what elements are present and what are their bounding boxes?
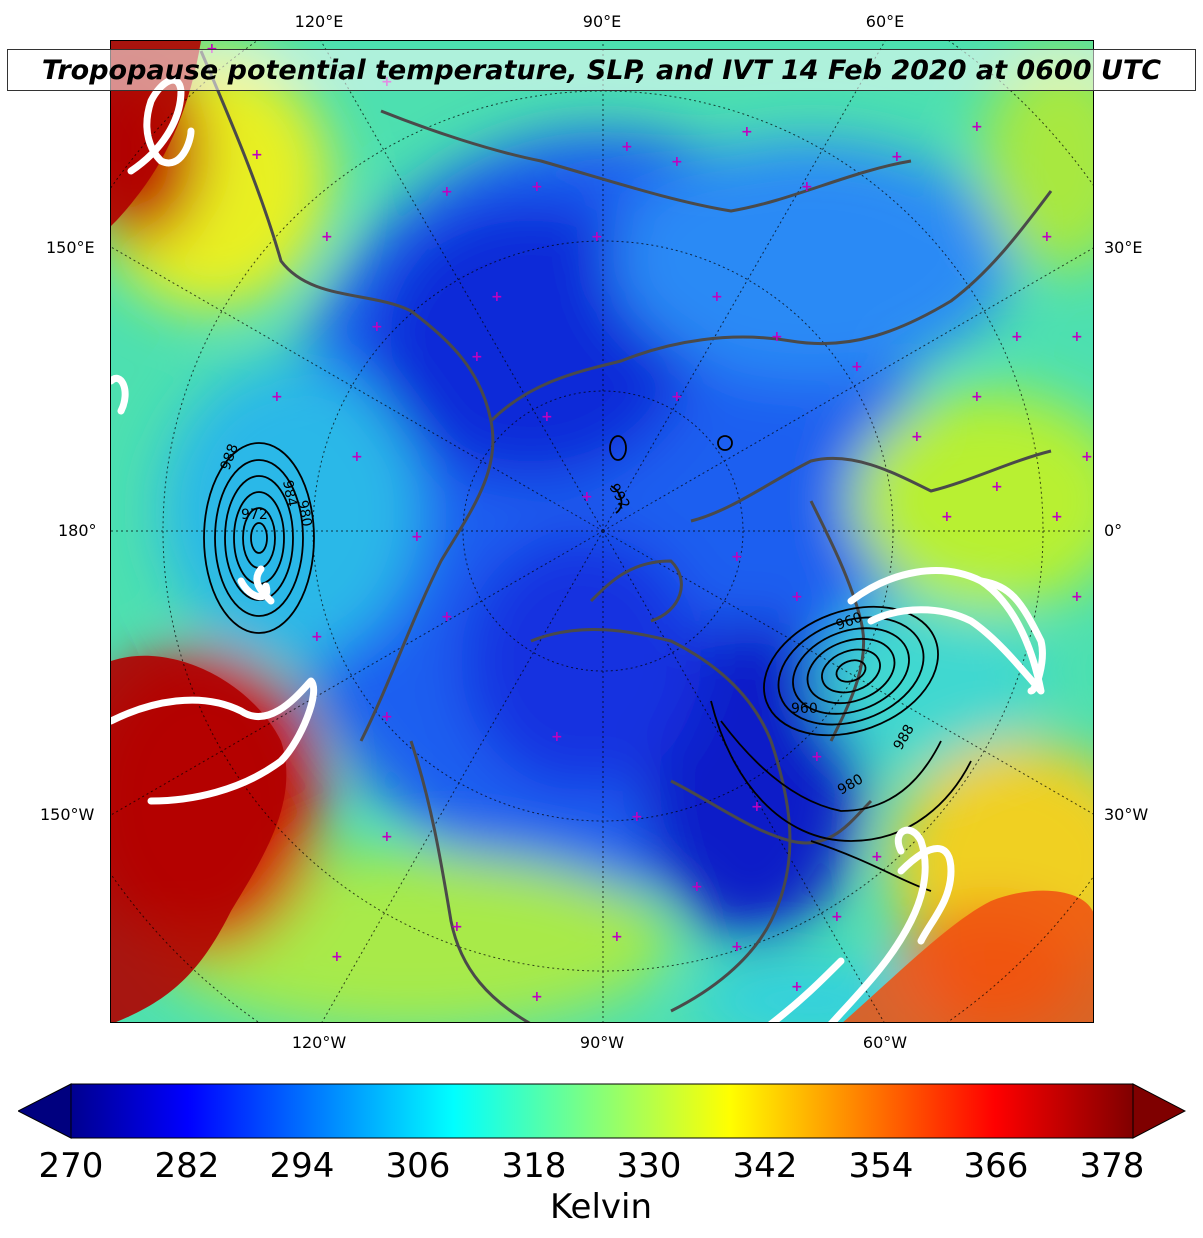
svg-text:+: + [731,939,743,955]
svg-text:+: + [441,184,453,200]
svg-text:+: + [451,919,463,935]
svg-text:+: + [791,979,803,995]
slp-label: 980 [294,499,314,528]
warm-theta-region-pacific [111,655,287,1022]
colorbar-tick: 366 [963,1146,1029,1186]
svg-text:+: + [971,119,983,135]
svg-text:+: + [381,829,393,845]
svg-text:+: + [671,154,683,170]
svg-text:+: + [251,147,263,163]
svg-text:+: + [831,909,843,925]
colorbar-tick: 354 [848,1146,914,1186]
svg-text:+: + [1041,229,1053,245]
svg-text:+: + [811,749,823,765]
colorbar-tick: 330 [616,1146,682,1186]
svg-text:+: + [591,229,603,245]
side-label-right-30w: 30°W [1104,805,1149,824]
coastlines [199,50,1053,1022]
polar-map: + ++ + ++ + ++ + ++ + ++ + ++ + ++ + ++ + ++ + ++ … [111,41,1093,1022]
svg-text:+: + [691,879,703,895]
svg-text:+: + [531,989,543,1005]
svg-text:+: + [621,139,633,155]
lon-label-bottom-90w: 90°W [579,1033,625,1052]
colorbar-tick: 342 [732,1146,798,1186]
station-markers: + ++ + ++ + ++ + ++ + ++ + ++ + ++ + ++ + ++ + ++ … [206,41,1093,1005]
graticule [111,41,1093,1022]
svg-text:+: + [991,479,1003,495]
colorbar-tick: 282 [154,1146,220,1186]
svg-text:+: + [751,799,763,815]
svg-text:+: + [771,329,783,345]
svg-text:+: + [731,549,743,565]
svg-text:+: + [1071,329,1083,345]
colorbar-tick: 318 [501,1146,567,1186]
svg-text:+: + [791,589,803,605]
svg-text:+: + [321,229,333,245]
svg-text:+: + [1051,509,1063,525]
lon-label-top-90e: 90°E [582,12,622,31]
lon-label-bottom-120w: 120°W [291,1033,347,1052]
svg-text:+: + [911,429,923,445]
colorbar [18,1083,1186,1139]
colorbar-unit-label: Kelvin [549,1187,653,1227]
svg-text:+: + [891,149,903,165]
side-label-right-0: 0° [1104,521,1123,540]
svg-text:+: + [311,629,323,645]
slp-contours-arctic [609,435,733,514]
svg-text:+: + [351,449,363,465]
svg-text:+: + [271,389,283,405]
svg-text:+: + [971,389,983,405]
svg-text:+: + [371,319,383,335]
svg-text:+: + [851,359,863,375]
slp-label: 984 [279,479,299,508]
svg-text:+: + [1071,589,1083,605]
svg-text:+: + [471,349,483,365]
colorbar-tick: 378 [1079,1146,1145,1186]
colorbar-tick: 306 [385,1146,451,1186]
ivt-contours [111,76,1046,1022]
svg-text:+: + [441,609,453,625]
svg-text:+: + [941,509,953,525]
svg-text:+: + [671,389,683,405]
svg-text:+: + [801,179,813,195]
side-label-left-150w: 150°W [40,805,95,824]
svg-text:+: + [541,409,553,425]
colorbar-tick: 270 [38,1146,104,1186]
map-title-box: Tropopause potential temperature, SLP, a… [7,49,1196,91]
lon-label-top-120e: 120°E [294,12,344,31]
svg-text:+: + [871,849,883,865]
lon-label-top-60e: 60°E [865,12,905,31]
map-title: Tropopause potential temperature, SLP, a… [41,54,1162,86]
svg-text:+: + [411,529,423,545]
svg-text:+: + [711,289,723,305]
svg-text:+: + [581,489,593,505]
colorbar-extend-max [1132,1083,1186,1139]
svg-text:+: + [1011,329,1023,345]
colorbar-tick: 294 [269,1146,335,1186]
svg-text:+: + [531,179,543,195]
svg-text:+: + [491,289,503,305]
colorbar-extend-min [18,1083,72,1139]
svg-text:+: + [1081,449,1093,465]
lon-label-bottom-60w: 60°W [862,1033,908,1052]
colorbar-gradient [70,1083,1134,1139]
svg-text:+: + [551,729,563,745]
svg-text:+: + [631,809,643,825]
side-label-left-180: 180° [58,521,97,540]
svg-text:+: + [381,709,393,725]
svg-text:+: + [741,124,753,140]
slp-contours-pacific-low [203,442,315,634]
svg-text:+: + [331,949,343,965]
slp-label: 972 [241,507,268,523]
slp-label: 960 [791,701,818,717]
side-label-left-150e: 150°E [46,238,95,257]
side-label-right-30e: 30°E [1104,238,1143,257]
warm-theta-region-atlantic [843,890,1093,1022]
svg-text:+: + [611,929,623,945]
map-panel: + + + + + + + + + + + + + + + + + + + + + + + + + + + + + + … [110,40,1094,1023]
